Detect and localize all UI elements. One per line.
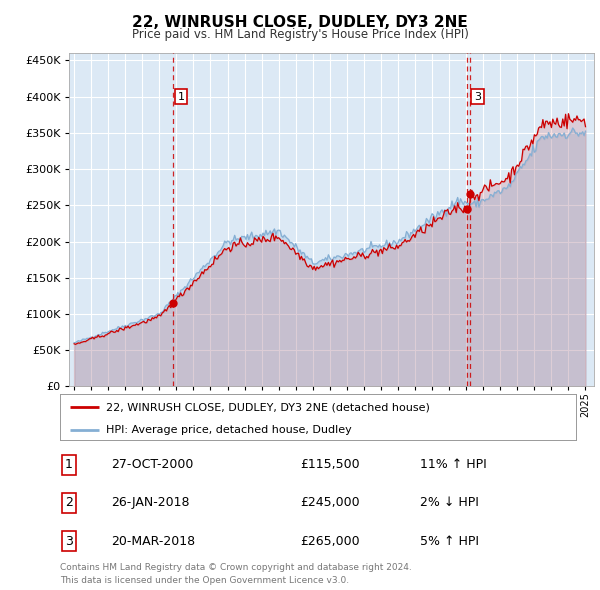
- Text: 22, WINRUSH CLOSE, DUDLEY, DY3 2NE: 22, WINRUSH CLOSE, DUDLEY, DY3 2NE: [132, 15, 468, 30]
- Text: 27-OCT-2000: 27-OCT-2000: [111, 458, 193, 471]
- Text: This data is licensed under the Open Government Licence v3.0.: This data is licensed under the Open Gov…: [60, 576, 349, 585]
- Text: £115,500: £115,500: [300, 458, 359, 471]
- Text: 20-MAR-2018: 20-MAR-2018: [111, 535, 195, 548]
- Text: 5% ↑ HPI: 5% ↑ HPI: [420, 535, 479, 548]
- Text: 2: 2: [65, 496, 73, 510]
- Text: 2% ↓ HPI: 2% ↓ HPI: [420, 496, 479, 510]
- Text: 3: 3: [65, 535, 73, 548]
- Text: 22, WINRUSH CLOSE, DUDLEY, DY3 2NE (detached house): 22, WINRUSH CLOSE, DUDLEY, DY3 2NE (deta…: [106, 403, 430, 413]
- Text: Contains HM Land Registry data © Crown copyright and database right 2024.: Contains HM Land Registry data © Crown c…: [60, 563, 412, 572]
- Text: 1: 1: [65, 458, 73, 471]
- Text: £265,000: £265,000: [300, 535, 359, 548]
- Text: 26-JAN-2018: 26-JAN-2018: [111, 496, 190, 510]
- Text: 11% ↑ HPI: 11% ↑ HPI: [420, 458, 487, 471]
- Text: Price paid vs. HM Land Registry's House Price Index (HPI): Price paid vs. HM Land Registry's House …: [131, 28, 469, 41]
- Text: 1: 1: [178, 91, 185, 101]
- Text: 3: 3: [474, 91, 481, 101]
- Text: £245,000: £245,000: [300, 496, 359, 510]
- Text: HPI: Average price, detached house, Dudley: HPI: Average price, detached house, Dudl…: [106, 425, 352, 435]
